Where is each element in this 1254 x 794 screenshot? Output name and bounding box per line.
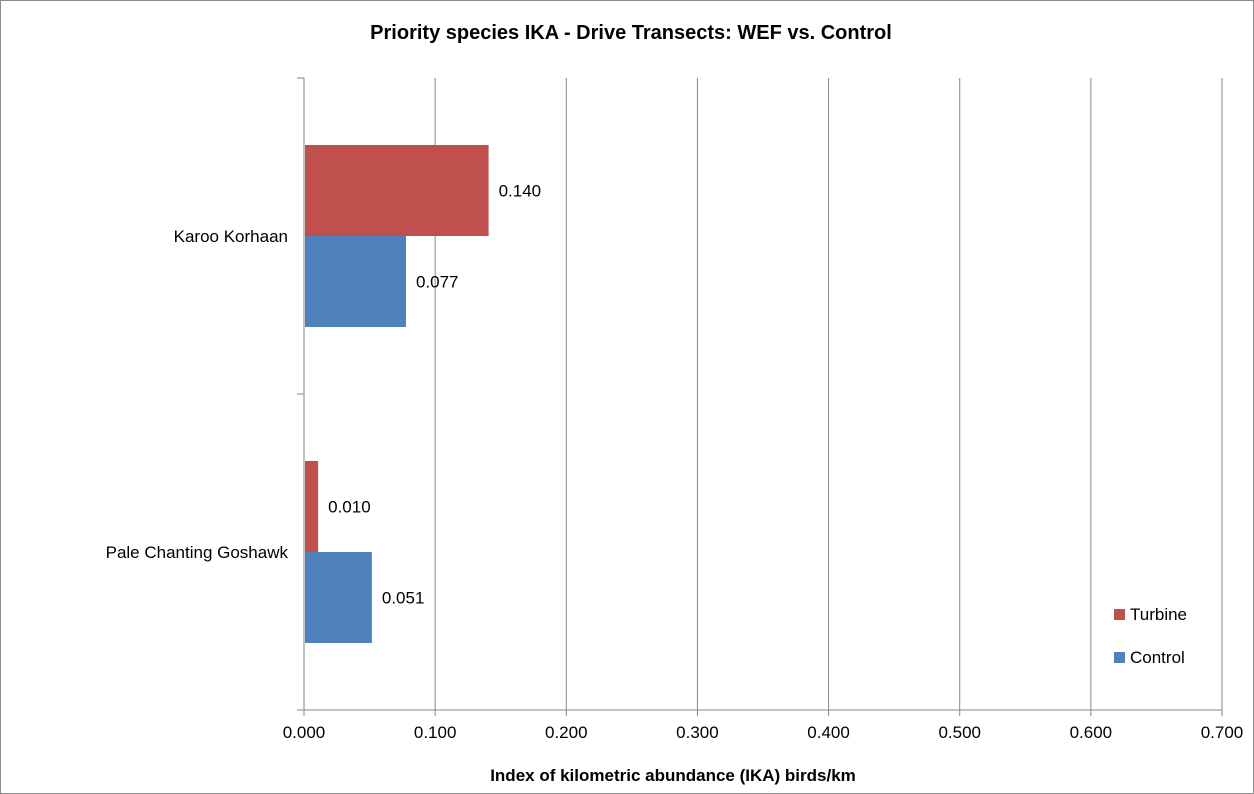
data-label: 0.140 <box>499 182 542 201</box>
x-tick-labels: 0.000 0.100 0.200 0.300 0.400 0.500 0.600 0.700 <box>283 723 1244 742</box>
x-axis-label: Index of kilometric abundance (IKA) bird… <box>490 766 856 785</box>
category-labels: Karoo Korhaan Pale Chanting Goshawk <box>106 227 289 562</box>
bars <box>305 145 489 643</box>
grid-lines <box>434 78 1223 710</box>
x-tick-label: 0.000 <box>283 723 326 742</box>
x-tick-label: 0.700 <box>1201 723 1244 742</box>
x-tick-label: 0.200 <box>545 723 588 742</box>
category-label: Karoo Korhaan <box>174 227 288 246</box>
legend-swatch-turbine <box>1114 609 1125 620</box>
x-tick-label: 0.600 <box>1070 723 1113 742</box>
data-label: 0.051 <box>382 589 425 608</box>
x-tick-label: 0.400 <box>807 723 850 742</box>
bar-turbine <box>305 145 489 236</box>
chart-title: Priority species IKA - Drive Transects: … <box>370 22 892 44</box>
data-label: 0.010 <box>328 498 371 517</box>
legend-swatch-control <box>1114 652 1125 663</box>
x-tick-label: 0.500 <box>938 723 981 742</box>
legend-label-control: Control <box>1130 648 1185 667</box>
axes <box>297 77 1223 716</box>
bar-control <box>305 552 372 643</box>
category-label: Pale Chanting Goshawk <box>106 543 289 562</box>
bar-turbine <box>305 461 319 552</box>
x-tick-label: 0.100 <box>414 723 457 742</box>
data-label: 0.077 <box>416 273 459 292</box>
legend-label-turbine: Turbine <box>1130 605 1187 624</box>
data-labels: 0.140 0.077 0.010 0.051 <box>328 182 541 608</box>
legend: Turbine Control <box>1114 605 1187 667</box>
x-tick-label: 0.300 <box>676 723 719 742</box>
bar-control <box>305 236 406 327</box>
